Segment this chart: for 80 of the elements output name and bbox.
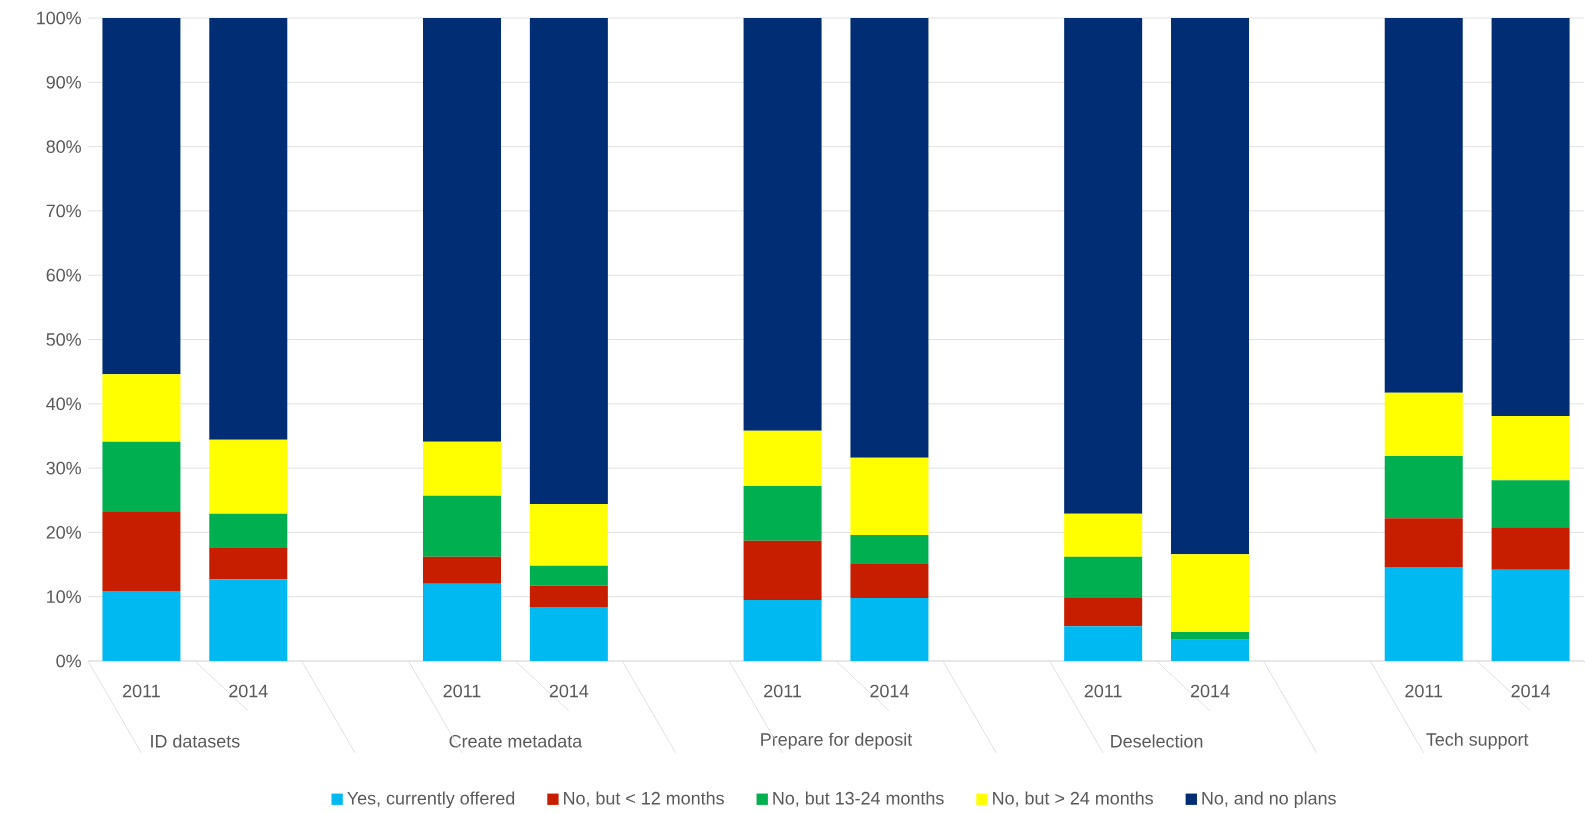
bar [743, 540, 822, 600]
bar [743, 430, 822, 487]
legend-label: No, but > 24 months [993, 791, 1153, 807]
x-tick-label: 2011 [764, 684, 801, 698]
bar [423, 17, 502, 442]
bar [850, 457, 929, 535]
x-tick-label: 2014 [1511, 684, 1550, 698]
legend-label: No, and no plans [1202, 791, 1336, 809]
bar [102, 374, 181, 442]
bar [1064, 17, 1143, 514]
y-tick-label: 90% [46, 75, 81, 89]
y-tick-label: 80% [46, 140, 81, 153]
x-tick-label: 2014 [1190, 684, 1230, 698]
y-tick-label: 10% [47, 590, 81, 604]
bar [1491, 416, 1570, 481]
bar [529, 17, 608, 505]
bar [102, 17, 181, 375]
bar [1171, 554, 1250, 633]
bar [423, 556, 502, 584]
legend-label: No, but < 12 months [564, 791, 724, 807]
bar [850, 597, 929, 661]
bar [209, 547, 288, 580]
y-tick-label: 50% [46, 333, 81, 346]
bar [423, 495, 502, 557]
bar [1064, 513, 1143, 557]
x-tick-label: 2011 [123, 684, 160, 698]
y-tick-label: 60% [46, 268, 81, 282]
bar [102, 590, 181, 661]
bar [743, 599, 822, 661]
bar [1384, 567, 1463, 661]
bar [850, 563, 929, 598]
bar [1171, 632, 1250, 640]
text: Tech support [1426, 732, 1529, 750]
bar [850, 17, 929, 458]
bar [209, 439, 288, 514]
x-tick-label: 2011 [1084, 684, 1122, 698]
bar [529, 504, 608, 566]
bar [529, 585, 608, 607]
bar [102, 441, 181, 512]
bar [743, 17, 822, 431]
bar [423, 583, 502, 661]
bar [1384, 392, 1463, 456]
legend-label: No, but 13-24 months [773, 791, 944, 807]
bar [743, 486, 822, 541]
text: Create metadata [449, 734, 583, 748]
y-tick-label: 20% [46, 526, 81, 539]
x-tick-label: 2014 [870, 684, 909, 698]
x-tick-label: 2011 [1405, 684, 1443, 698]
text: Prepare for deposit [761, 732, 913, 750]
bar [1064, 626, 1143, 661]
text: ID datasets [151, 734, 240, 748]
bar [209, 579, 288, 661]
bar [1491, 480, 1570, 528]
legend-label: Yes, currently offered [347, 791, 515, 809]
bar [1384, 455, 1463, 519]
bar [1384, 17, 1463, 393]
y-tick-label: 70% [46, 204, 81, 218]
bar [102, 511, 181, 591]
bar [1491, 17, 1570, 417]
bar [1171, 17, 1250, 555]
bar [1491, 527, 1570, 570]
bar [1064, 556, 1143, 598]
bar [529, 565, 608, 586]
bar [1064, 597, 1143, 627]
bar [1384, 518, 1463, 568]
text: Deselection [1111, 734, 1203, 748]
bar [209, 17, 288, 440]
bar [209, 513, 288, 548]
bar [1171, 639, 1250, 661]
bar [529, 606, 608, 661]
bar [1491, 569, 1570, 661]
y-tick-label: 30% [46, 461, 81, 475]
y-tick-label: 40% [46, 397, 81, 411]
bar [850, 534, 929, 564]
x-tick-label: 2014 [229, 684, 268, 698]
y-tick-label: 0% [56, 654, 81, 668]
y-tick-label: 100% [37, 11, 81, 25]
bar [423, 441, 502, 496]
x-tick-label: 2014 [549, 684, 589, 698]
x-tick-label: 2011 [443, 684, 481, 698]
